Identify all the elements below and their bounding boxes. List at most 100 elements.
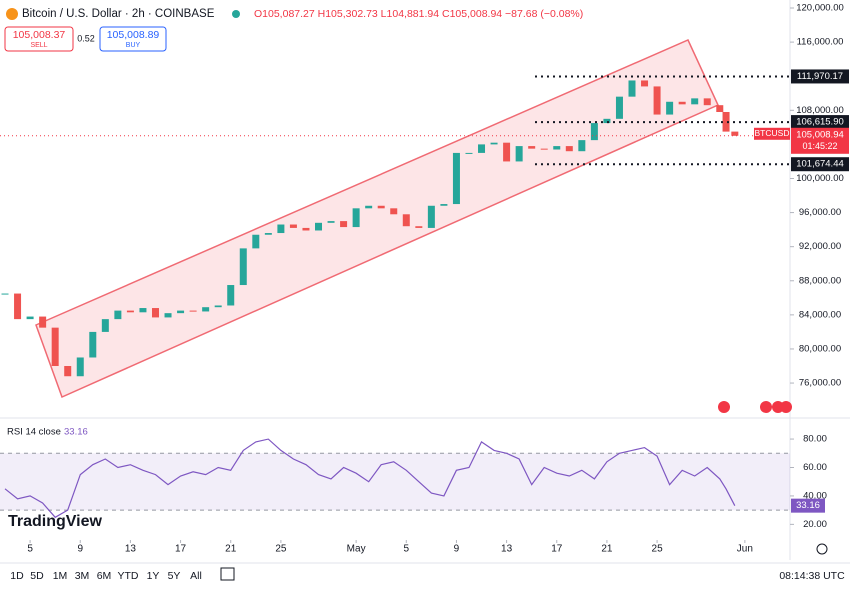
candle xyxy=(452,152,460,205)
candle xyxy=(402,214,410,227)
x-tick-label: 21 xyxy=(601,544,613,555)
candle xyxy=(277,224,285,234)
candle xyxy=(315,222,323,231)
candle xyxy=(490,142,498,145)
candle xyxy=(390,208,398,215)
range-button[interactable]: YTD xyxy=(118,570,139,582)
candle xyxy=(678,101,686,105)
y-tick-label: 92,000.00 xyxy=(799,241,841,252)
x-tick-label: 9 xyxy=(454,544,460,555)
candle xyxy=(731,131,739,136)
buy-button[interactable] xyxy=(99,26,167,52)
candle xyxy=(628,80,636,97)
event-flag[interactable] xyxy=(780,401,792,413)
event-flag[interactable] xyxy=(718,401,730,413)
candle xyxy=(202,307,210,312)
candle xyxy=(578,140,586,152)
candle xyxy=(139,308,147,313)
candle xyxy=(76,357,84,377)
x-tick-label: 17 xyxy=(551,544,563,555)
level-label: 111,970.17 xyxy=(797,71,843,82)
candle xyxy=(465,152,473,154)
candle xyxy=(1,293,9,295)
sell-price: 105,008.37 xyxy=(13,29,66,41)
candle xyxy=(64,366,72,377)
candle xyxy=(264,233,272,235)
price-symbol: BTCUSD xyxy=(755,128,790,138)
x-tick-label: 5 xyxy=(404,544,410,555)
y-tick-label: 108,000.00 xyxy=(796,105,844,116)
y-tick-label: 84,000.00 xyxy=(799,309,841,320)
candle xyxy=(641,80,649,87)
coin-icon xyxy=(6,8,18,20)
ohlc: O105,087.27 H105,302.73 L104,881.94 C105… xyxy=(254,8,583,20)
y-tick-label: 116,000.00 xyxy=(797,37,844,48)
range-button[interactable]: 1Y xyxy=(147,570,160,582)
candle xyxy=(503,142,511,162)
y-tick-label: 80.00 xyxy=(803,434,827,445)
x-tick-label: 25 xyxy=(275,544,287,555)
candle xyxy=(189,310,197,312)
price-label: 105,008.94 xyxy=(796,129,844,140)
candle xyxy=(126,310,134,313)
candle xyxy=(89,331,97,358)
status-dot xyxy=(232,10,240,18)
y-tick-label: 40.00 xyxy=(803,490,827,501)
logo: TradingView xyxy=(8,513,103,530)
event-flag[interactable] xyxy=(760,401,772,413)
range-button[interactable]: 6M xyxy=(97,570,112,582)
range-button[interactable]: 5Y xyxy=(168,570,181,582)
x-tick-label: Jun xyxy=(737,544,753,555)
y-tick-label: 60.00 xyxy=(803,462,827,473)
candle xyxy=(51,327,59,367)
candle xyxy=(427,205,435,228)
rsi-current: 33.16 xyxy=(64,427,88,438)
candle xyxy=(515,146,523,162)
range-button[interactable]: 3M xyxy=(75,570,90,582)
candle xyxy=(415,226,423,228)
x-tick-label: 13 xyxy=(125,544,137,555)
range-button[interactable]: All xyxy=(190,570,202,582)
y-tick-label: 20.00 xyxy=(803,519,827,530)
rsi-title: RSI 14 close xyxy=(7,427,61,438)
level-label: 101,674.44 xyxy=(796,159,844,170)
y-tick-label: 88,000.00 xyxy=(799,275,841,286)
candle xyxy=(478,144,486,153)
candle xyxy=(239,248,247,286)
level-tag xyxy=(791,157,849,172)
candle xyxy=(615,96,623,119)
candle xyxy=(377,205,385,209)
level-label: 106,615.90 xyxy=(796,117,844,128)
y-tick-label: 76,000.00 xyxy=(799,378,841,389)
candle xyxy=(440,204,448,206)
candle xyxy=(164,313,172,318)
level-tag xyxy=(791,115,849,130)
candle xyxy=(327,221,335,223)
symbol: Bitcoin / U.S. Dollar · 2h · COINBASE xyxy=(22,8,215,20)
candle xyxy=(340,221,348,228)
buy-label: BUY xyxy=(126,42,141,49)
range-button[interactable]: 1D xyxy=(10,570,24,582)
clock: 08:14:38 UTC xyxy=(779,570,845,582)
candle xyxy=(603,118,611,124)
x-tick-label: 25 xyxy=(652,544,664,555)
range-button[interactable]: 1M xyxy=(53,570,68,582)
candle xyxy=(151,308,159,318)
rsi-tag xyxy=(791,498,825,513)
candle xyxy=(227,285,235,306)
y-tick-label: 100,000.00 xyxy=(796,173,844,184)
y-tick-label: 80,000.00 xyxy=(799,343,841,354)
x-tick-label: May xyxy=(347,544,366,555)
candle xyxy=(666,101,674,115)
calendar-icon[interactable] xyxy=(220,567,235,581)
countdown: 01:45:22 xyxy=(802,141,837,151)
spread: 0.52 xyxy=(77,33,95,43)
settings-icon[interactable] xyxy=(816,543,828,555)
candle xyxy=(653,86,661,115)
range-button[interactable]: 5D xyxy=(30,570,44,582)
candle xyxy=(565,146,573,152)
sell-button[interactable] xyxy=(4,26,74,52)
candle xyxy=(26,316,34,320)
candle xyxy=(716,105,724,113)
